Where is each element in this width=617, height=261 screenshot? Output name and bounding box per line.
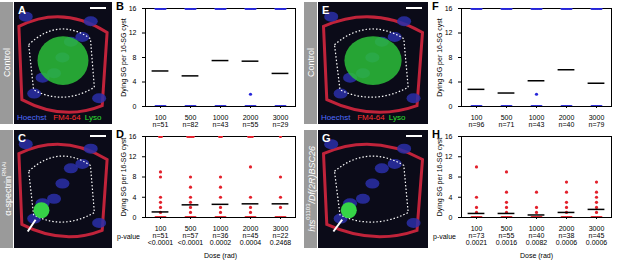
html-text:α-spectrin: α-spectrin xyxy=(2,176,13,216)
svg-text:12: 12 xyxy=(445,153,453,160)
svg-text:100n=96: 100n=96 xyxy=(469,114,485,128)
svg-text:12: 12 xyxy=(129,29,137,36)
svg-text:G: G xyxy=(322,132,331,144)
svg-text:Dose (rad): Dose (rad) xyxy=(204,252,237,260)
html-text:01103: 01103 xyxy=(304,203,311,220)
svg-text:2000n=55: 2000n=55 xyxy=(243,114,259,128)
svg-text:1000n=400.0082: 1000n=400.0082 xyxy=(526,225,548,246)
svg-text:FM4-64: FM4-64 xyxy=(53,113,81,122)
svg-text:100n=730.0021: 100n=730.0021 xyxy=(466,225,488,246)
svg-text:3000n=29: 3000n=29 xyxy=(273,114,289,128)
svg-text:4: 4 xyxy=(133,193,137,200)
svg-text:12: 12 xyxy=(129,153,137,160)
svg-text:16: 16 xyxy=(445,133,453,140)
svg-text:500n=57<0.0001: 500n=57<0.0001 xyxy=(178,225,204,246)
svg-text:1000n=43: 1000n=43 xyxy=(213,114,229,128)
svg-text:0: 0 xyxy=(449,103,453,110)
svg-text:4: 4 xyxy=(449,78,453,85)
svg-text:Hoechst: Hoechst xyxy=(321,113,351,122)
svg-text:500n=550.0016: 500n=550.0016 xyxy=(496,225,518,246)
svg-text:3000n=220.2468: 3000n=220.2468 xyxy=(270,225,292,246)
svg-text:4: 4 xyxy=(133,78,137,85)
svg-text:Lyso: Lyso xyxy=(389,113,406,122)
svg-text:Lyso: Lyso xyxy=(85,113,102,122)
svg-text:Dying SG per 16-SG cyst: Dying SG per 16-SG cyst xyxy=(436,138,444,217)
svg-text:Dose (rad): Dose (rad) xyxy=(520,252,553,260)
html-text:Control: Control xyxy=(305,48,316,78)
svg-text:16: 16 xyxy=(129,133,137,140)
html-text:D: D xyxy=(116,128,124,140)
svg-text:8: 8 xyxy=(133,54,137,61)
svg-text:3000n=79: 3000n=79 xyxy=(589,114,605,128)
svg-text:2000n=40: 2000n=40 xyxy=(559,114,575,128)
svg-text:8: 8 xyxy=(449,54,453,61)
svg-text:0: 0 xyxy=(133,103,137,110)
svg-text:E: E xyxy=(322,4,329,16)
svg-text:1000n=43: 1000n=43 xyxy=(529,114,545,128)
svg-text:Dying SG per 16-SG cyst: Dying SG per 16-SG cyst xyxy=(120,138,128,217)
svg-text:Hoechst: Hoechst xyxy=(17,113,47,122)
html-text:Control: Control xyxy=(1,48,12,78)
svg-text:16: 16 xyxy=(445,5,453,12)
svg-text:4: 4 xyxy=(449,193,453,200)
html-text:/Df(2R)BSC26: /Df(2R)BSC26 xyxy=(306,146,317,204)
svg-text:Dying SG per 16-SG cyst: Dying SG per 16-SG cyst xyxy=(436,18,444,97)
svg-text:0: 0 xyxy=(133,214,137,221)
svg-text:2000n=450.0004: 2000n=450.0004 xyxy=(240,225,262,246)
svg-text:12: 12 xyxy=(445,29,453,36)
svg-text:C: C xyxy=(18,132,26,144)
svg-text:2000n=380.0006: 2000n=380.0006 xyxy=(556,225,578,246)
html-text:hts: hts xyxy=(306,219,317,232)
svg-text:3000n=450.0006: 3000n=450.0006 xyxy=(586,225,608,246)
svg-text:500n=71: 500n=71 xyxy=(499,114,515,128)
html-text:p-value: p-value xyxy=(117,233,140,240)
html-text:p-value: p-value xyxy=(433,233,456,240)
html-text:B: B xyxy=(116,0,124,12)
html-text:H: H xyxy=(432,128,440,140)
html-text:F: F xyxy=(432,0,439,12)
svg-text:0: 0 xyxy=(449,214,453,221)
svg-text:FM4-64: FM4-64 xyxy=(357,113,385,122)
svg-text:A: A xyxy=(18,4,26,16)
svg-text:1000n=360.0002: 1000n=360.0002 xyxy=(210,225,232,246)
svg-text:100n=51<0.0001: 100n=51<0.0001 xyxy=(148,225,174,246)
svg-text:100n=51: 100n=51 xyxy=(153,114,169,128)
svg-text:500n=82: 500n=82 xyxy=(183,114,199,128)
svg-text:Dying SG per 16-SG cyst: Dying SG per 16-SG cyst xyxy=(120,18,128,97)
svg-text:8: 8 xyxy=(133,173,137,180)
svg-text:16: 16 xyxy=(129,5,137,12)
svg-text:8: 8 xyxy=(449,173,453,180)
html-text:RNAi: RNAi xyxy=(0,162,7,177)
